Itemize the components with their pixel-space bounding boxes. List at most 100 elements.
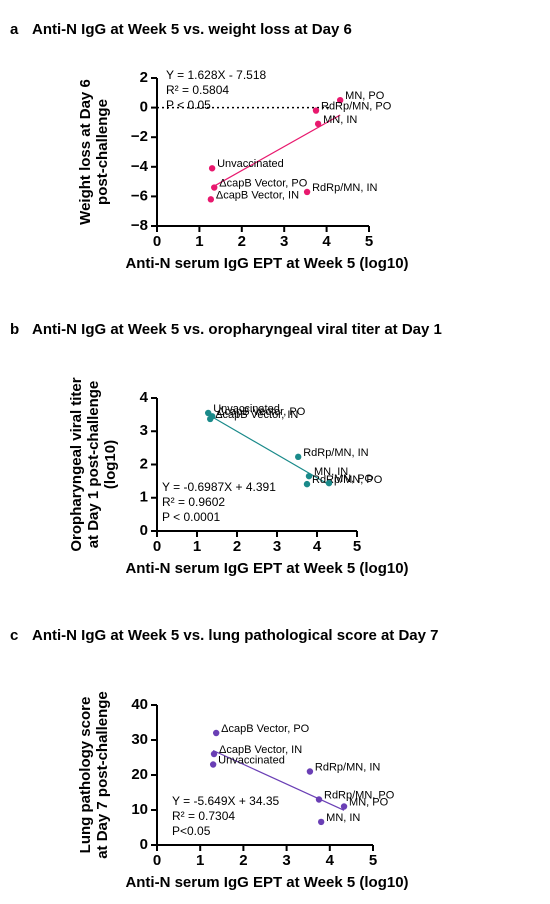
- x-tick-label: 4: [326, 852, 335, 869]
- point-label: MN, PO: [349, 796, 389, 808]
- x-tick-label: 0: [153, 233, 161, 250]
- chart-title: Anti-N IgG at Week 5 vs. oropharyngeal v…: [32, 321, 442, 338]
- point-label: RdRp/MN, PO: [321, 100, 392, 112]
- point-label: ΔcapB Vector, PO: [219, 177, 308, 189]
- y-tick-label: 20: [131, 766, 148, 783]
- y-axis-label: Weight loss at Day 6: [77, 79, 94, 225]
- y-tick-label: 0: [140, 99, 148, 116]
- point: [212, 729, 220, 737]
- point-label: ΔcapB Vector, IN: [219, 744, 302, 756]
- annotation: P < 0.0001: [162, 510, 220, 524]
- x-tick-label: 4: [322, 233, 331, 250]
- point-label: RdRp/MN, IN: [315, 761, 380, 773]
- x-tick-label: 3: [282, 852, 290, 869]
- point: [207, 196, 215, 203]
- point-label: ΔcapB Vector, IN: [215, 409, 298, 421]
- panel-letter: c: [10, 627, 18, 644]
- panel-letter: a: [10, 21, 19, 38]
- y-tick-label: 3: [140, 422, 148, 439]
- annotation: P<0.05: [172, 824, 211, 838]
- y-tick-label: 0: [140, 522, 148, 539]
- x-tick-label: 5: [369, 852, 377, 869]
- point-label: MN, PO: [334, 473, 374, 485]
- y-axis-label: post-challenge: [94, 99, 111, 205]
- y-axis-label: at Day 7 post-challenge: [94, 691, 111, 859]
- x-tick-label: 3: [280, 233, 288, 250]
- y-tick-label: 2: [140, 455, 148, 472]
- point: [209, 761, 217, 768]
- point: [210, 750, 218, 758]
- point-label: MN, IN: [326, 812, 360, 824]
- point-label: MN, IN: [323, 114, 357, 126]
- point-label: RdRp/MN, IN: [303, 447, 368, 459]
- x-axis-label: Anti-N serum IgG EPT at Week 5 (log10): [125, 560, 408, 577]
- x-axis-label: Anti-N serum IgG EPT at Week 5 (log10): [125, 874, 408, 891]
- y-tick-label: −2: [131, 128, 148, 145]
- y-tick-label: 1: [140, 489, 148, 506]
- point: [295, 453, 302, 461]
- annotation: R² = 0.5804: [166, 83, 229, 97]
- point: [314, 120, 322, 128]
- y-tick-label: 2: [140, 69, 148, 86]
- point: [312, 107, 320, 114]
- fit-line: [212, 749, 345, 811]
- point-label: Unvaccinated: [218, 754, 285, 766]
- point-label: MN, PO: [345, 90, 385, 102]
- chart-title: Anti-N IgG at Week 5 vs. lung pathologic…: [32, 627, 439, 644]
- x-tick-label: 2: [239, 852, 247, 869]
- fit-line: [213, 114, 341, 187]
- chart-title: Anti-N IgG at Week 5 vs. weight loss at …: [32, 21, 352, 38]
- y-axis-label: Oropharyngeal viral titer: [68, 377, 85, 551]
- point: [340, 803, 348, 810]
- y-tick-label: 40: [131, 696, 148, 713]
- point-label: ΔcapB Vector, PO: [217, 406, 306, 418]
- point-label: Unvaccinated: [213, 403, 280, 415]
- x-axis-label: Anti-N serum IgG EPT at Week 5 (log10): [125, 255, 408, 272]
- point: [303, 480, 311, 488]
- y-tick-label: −4: [131, 158, 149, 175]
- x-tick-label: 2: [238, 233, 246, 250]
- point-label: ΔcapB Vector, PO: [221, 723, 310, 735]
- x-tick-label: 4: [313, 538, 322, 555]
- point: [305, 472, 313, 480]
- annotation: Y = -0.6987X + 4.391: [162, 480, 276, 494]
- y-tick-label: 30: [131, 731, 148, 748]
- point: [336, 97, 344, 104]
- annotation: P < 0.05: [166, 98, 211, 112]
- y-axis-label: Lung pathology score: [77, 697, 94, 854]
- x-tick-label: 2: [233, 538, 241, 555]
- x-tick-label: 3: [273, 538, 281, 555]
- x-tick-label: 0: [153, 852, 161, 869]
- point-label: MN, IN: [314, 466, 348, 478]
- point: [317, 818, 325, 826]
- x-tick-label: 5: [353, 538, 361, 555]
- point: [208, 165, 216, 172]
- annotation: R² = 0.9602: [162, 495, 225, 509]
- x-tick-label: 5: [365, 233, 373, 250]
- x-tick-label: 0: [153, 538, 161, 555]
- point-label: RdRp/MN, IN: [312, 182, 377, 194]
- y-tick-label: −8: [131, 217, 148, 234]
- annotation: Y = -5.649X + 34.35: [172, 794, 280, 808]
- x-tick-label: 1: [196, 852, 204, 869]
- point-label: ΔcapB Vector, IN: [216, 189, 299, 201]
- y-tick-label: 10: [131, 801, 148, 818]
- point: [209, 413, 216, 420]
- y-tick-label: 0: [140, 836, 148, 853]
- y-axis-label: at Day 1 post-challenge: [85, 381, 102, 549]
- x-tick-label: 1: [193, 538, 201, 555]
- annotation: R² = 0.7304: [172, 809, 235, 823]
- y-tick-label: −6: [131, 187, 148, 204]
- panel-letter: b: [10, 321, 19, 338]
- annotation: Y = 1.628X - 7.518: [166, 68, 267, 82]
- point: [315, 796, 323, 803]
- x-tick-label: 1: [195, 233, 203, 250]
- point-label: Unvaccinated: [217, 158, 284, 170]
- point: [306, 768, 314, 775]
- point: [211, 184, 218, 191]
- point: [303, 188, 311, 196]
- y-axis-label: (log10): [102, 440, 119, 489]
- point: [325, 479, 333, 487]
- y-tick-label: 4: [140, 389, 149, 406]
